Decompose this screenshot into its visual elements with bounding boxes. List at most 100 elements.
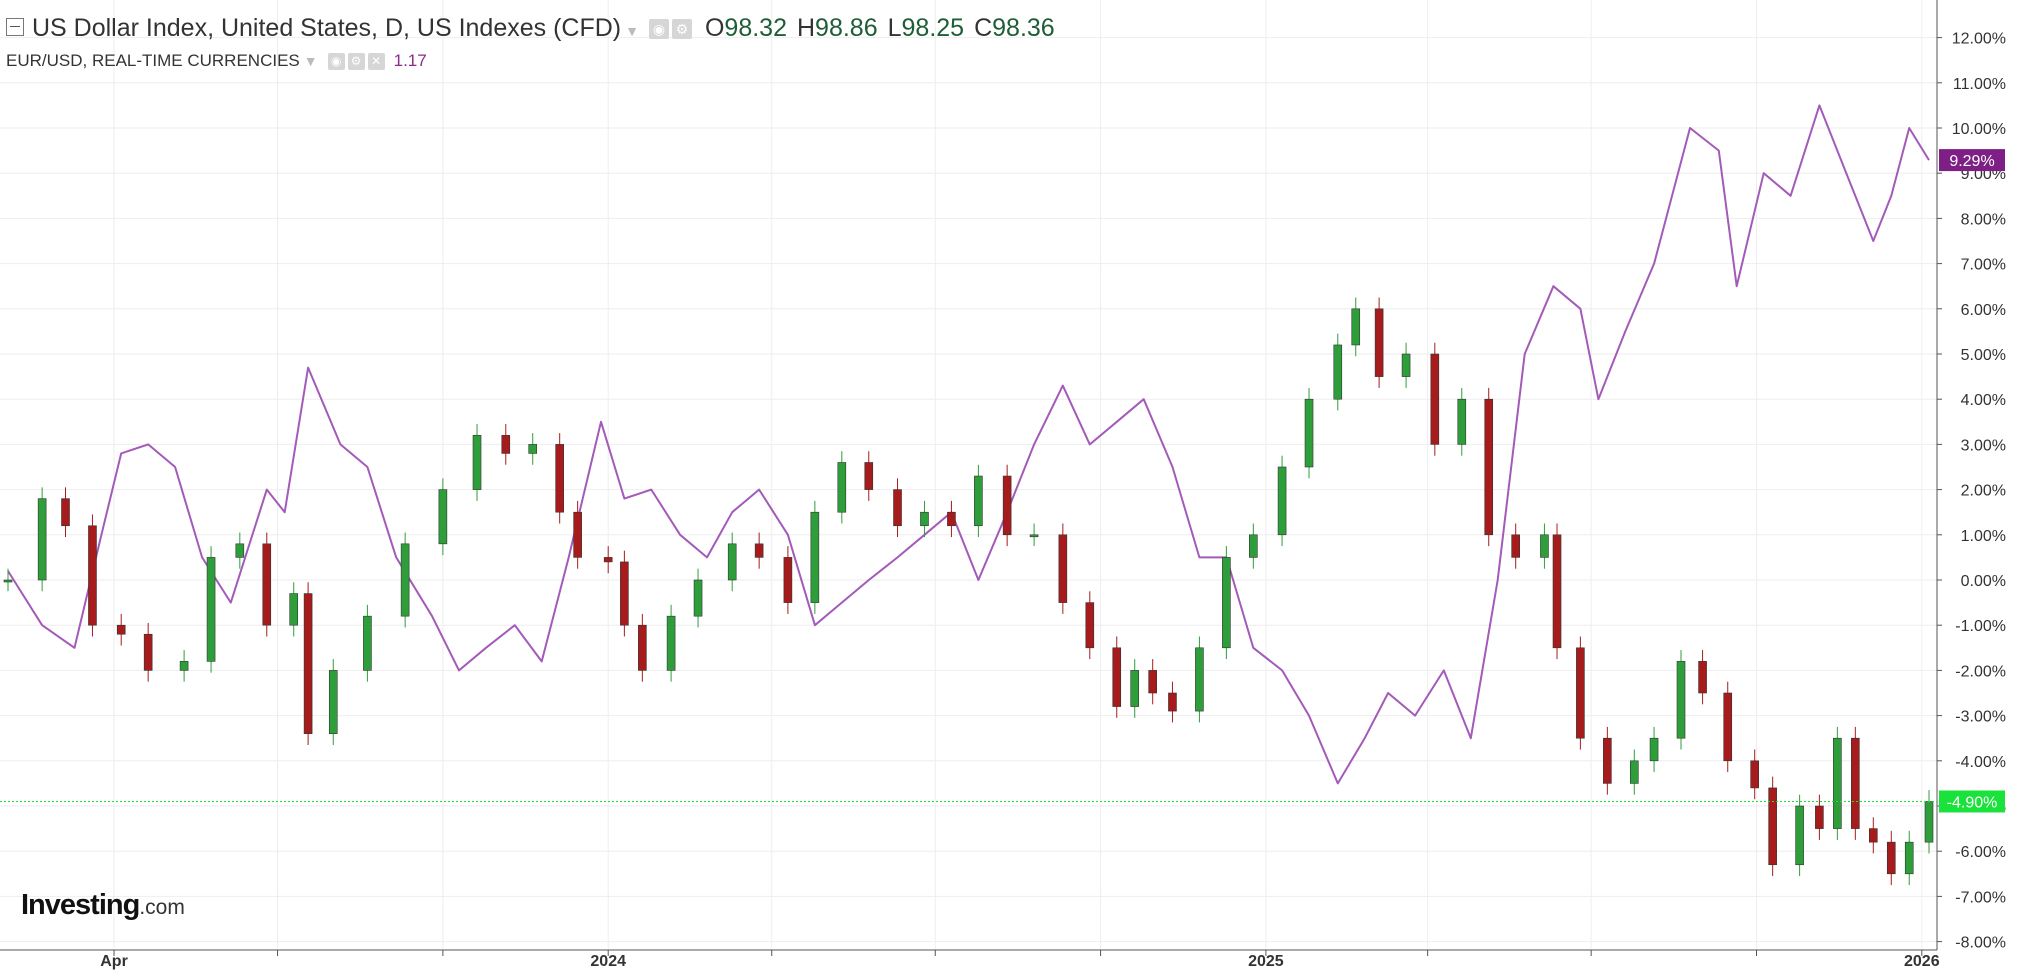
- eur-usd-last-badge: [1939, 149, 2005, 172]
- candle-body: [1401, 353, 1411, 377]
- ohlc-low: L98.25: [887, 14, 965, 42]
- eur-usd-last-badge-label: 9.29%: [1949, 153, 1994, 170]
- candle-body: [1851, 737, 1860, 829]
- y-tick-label: 8.00%: [1961, 211, 2006, 228]
- secondary-legend: EUR/USD, REAL-TIME CURRENCIES ▼ ◉ ⚙ ✕ 1.17: [6, 51, 427, 71]
- candle-body: [1629, 760, 1639, 784]
- candle-body: [1868, 828, 1878, 843]
- candle-body: [1249, 534, 1258, 558]
- candle-body: [1924, 801, 1934, 843]
- y-tick-label: -7.00%: [1955, 889, 2006, 906]
- x-tick-label: 2025: [1248, 953, 1284, 970]
- candle-body: [3, 579, 13, 583]
- x-tick-label: 2026: [1904, 953, 1940, 970]
- y-tick-label: -6.00%: [1955, 844, 2006, 861]
- candle-body: [666, 615, 676, 671]
- candle-body: [1904, 841, 1914, 875]
- candle-body: [88, 525, 97, 626]
- y-tick-label: 12.00%: [1952, 31, 2006, 48]
- candle-body: [1795, 805, 1804, 866]
- candle-body: [1676, 661, 1686, 739]
- candle-body: [116, 624, 126, 635]
- y-tick-label: 5.00%: [1961, 347, 2006, 364]
- candle-body: [947, 511, 956, 527]
- y-tick-label: 2.00%: [1961, 483, 2006, 500]
- candle-body: [1457, 398, 1467, 445]
- candle-body: [1351, 308, 1361, 346]
- y-tick-label: 1.00%: [1961, 528, 2006, 545]
- candle-body: [1649, 737, 1659, 762]
- candle-body: [573, 511, 582, 558]
- candle-body: [37, 498, 47, 581]
- candle-body: [1723, 692, 1733, 762]
- y-tick-label: 10.00%: [1952, 121, 2006, 138]
- candle-body: [1484, 398, 1494, 536]
- main-series-title: US Dollar Index, United States, D, US In…: [32, 14, 622, 42]
- y-tick-label: -4.00%: [1955, 754, 2006, 771]
- candle-body: [1886, 841, 1896, 875]
- y-tick-label: -8.00%: [1955, 935, 2006, 952]
- candle-body: [1277, 466, 1287, 536]
- candle-body: [1112, 647, 1122, 707]
- candle-body: [438, 489, 448, 545]
- eye-icon[interactable]: ◉: [648, 19, 669, 40]
- ohlc-close: C98.36: [974, 14, 1055, 42]
- candle-body: [235, 543, 245, 558]
- caret-down-icon[interactable]: ▼: [625, 23, 639, 39]
- candle-body: [528, 444, 538, 454]
- candle-body: [1698, 661, 1707, 694]
- candle-body: [1333, 344, 1343, 400]
- gear-icon[interactable]: ⚙: [671, 19, 692, 40]
- candle-body: [1815, 805, 1824, 829]
- candle-body: [363, 615, 372, 671]
- gear-icon[interactable]: ⚙: [347, 53, 365, 71]
- candle-body: [501, 435, 511, 454]
- candle-body: [1222, 557, 1231, 649]
- collapse-icon[interactable]: [6, 18, 24, 37]
- candle-body: [1304, 398, 1314, 468]
- candle-body: [555, 444, 564, 513]
- candle-body: [620, 561, 629, 626]
- candle-body: [1552, 534, 1562, 649]
- candle-body: [837, 462, 847, 513]
- candle-body: [328, 670, 338, 734]
- secondary-series-title: EUR/USD, REAL-TIME CURRENCIES: [6, 51, 300, 70]
- candle-body: [638, 624, 647, 671]
- eye-icon[interactable]: ◉: [327, 53, 345, 71]
- candle-body: [603, 557, 613, 563]
- main-legend: US Dollar Index, United States, D, US In…: [6, 14, 1065, 43]
- candle-body: [1195, 647, 1204, 712]
- candle-body: [727, 543, 737, 581]
- secondary-series-value: 1.17: [393, 51, 427, 70]
- candle-body: [783, 557, 793, 603]
- caret-down-icon[interactable]: ▼: [303, 53, 318, 69]
- eur-usd-line: [7, 104, 1930, 785]
- candle-body: [303, 593, 313, 734]
- candle-body: [920, 511, 929, 527]
- candle-body: [693, 579, 703, 617]
- candle-body: [1833, 737, 1842, 829]
- x-tick-label: 2024: [590, 953, 626, 970]
- close-icon[interactable]: ✕: [367, 53, 385, 71]
- candle-body: [1511, 534, 1520, 558]
- candle-body: [810, 511, 820, 603]
- candle-body: [1130, 670, 1140, 707]
- candle-body: [1002, 475, 1012, 536]
- candle-body: [472, 435, 482, 490]
- y-tick-label: -2.00%: [1955, 663, 2006, 680]
- x-tick-label: Apr: [100, 953, 128, 970]
- y-tick-label: 7.00%: [1961, 257, 2006, 274]
- candle-body: [754, 543, 764, 558]
- candle-body: [1374, 308, 1384, 377]
- candle-body: [1058, 534, 1068, 603]
- usd-index-last-badge: [1939, 790, 2005, 813]
- candle-body: [974, 475, 983, 527]
- candle-body: [143, 633, 153, 671]
- candle-body: [1029, 534, 1039, 538]
- candle-body: [864, 462, 874, 490]
- candle-body: [206, 557, 216, 662]
- investing-logo: Investing.com: [21, 889, 185, 921]
- candle-body: [179, 661, 189, 671]
